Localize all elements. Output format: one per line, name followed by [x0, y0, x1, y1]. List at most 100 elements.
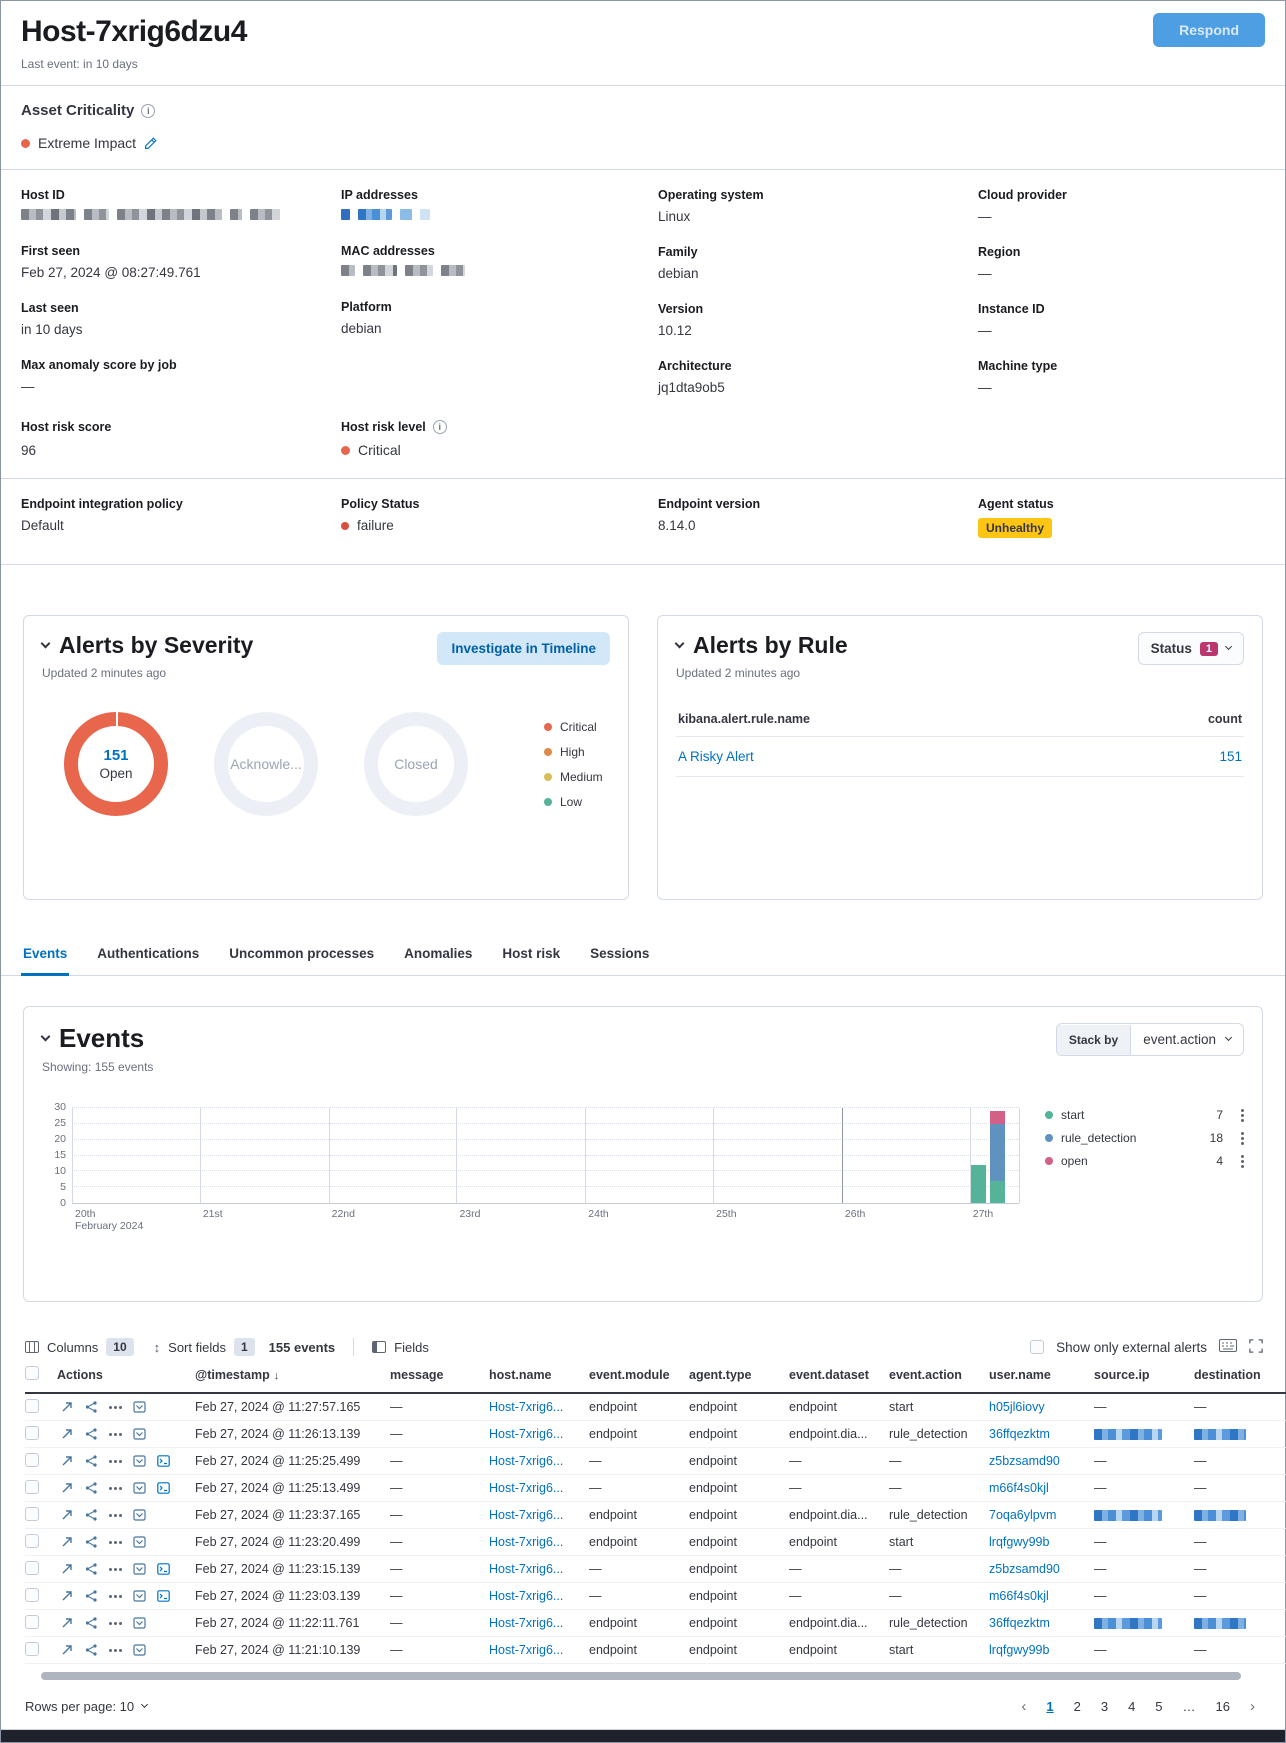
user-name-link[interactable]: 36ffqezktm [989, 1616, 1050, 1630]
closed-alerts-donut[interactable]: Closed [364, 712, 468, 816]
user-name-link[interactable]: m66f4s0kjl [989, 1589, 1049, 1603]
rows-per-page-dropdown[interactable]: Rows per page: 10 [25, 1699, 149, 1714]
analyze-event-icon[interactable] [57, 1425, 77, 1443]
page-16-button[interactable]: 16 [1215, 1699, 1230, 1714]
more-actions-icon[interactable] [105, 1587, 125, 1605]
rule-name-link[interactable]: A Risky Alert [678, 749, 754, 764]
more-actions-icon[interactable] [105, 1479, 125, 1497]
host-name-link[interactable]: Host-7xrig6... [489, 1454, 564, 1468]
more-actions-icon[interactable] [105, 1533, 125, 1551]
user-name-link[interactable]: z5bzsamd90 [989, 1454, 1060, 1468]
add-to-timeline-icon[interactable] [129, 1533, 149, 1551]
host-name-link[interactable]: Host-7xrig6... [489, 1535, 564, 1549]
analyze-event-icon[interactable] [57, 1398, 77, 1416]
row-checkbox[interactable] [25, 1425, 39, 1440]
collapse-chevron-icon[interactable] [40, 638, 51, 649]
analyze-event-icon[interactable] [57, 1587, 77, 1605]
more-actions-icon[interactable] [105, 1425, 125, 1443]
host-name-link[interactable]: Host-7xrig6... [489, 1400, 564, 1414]
open-session-view-icon[interactable] [153, 1452, 173, 1470]
destination-column-header[interactable]: destination [1194, 1367, 1261, 1382]
previous-page-button[interactable]: ‹ [1021, 1698, 1027, 1715]
row-checkbox[interactable] [25, 1614, 39, 1629]
analyze-event-icon[interactable] [57, 1641, 77, 1659]
row-checkbox[interactable] [25, 1560, 39, 1575]
message-column-header[interactable]: message [390, 1367, 444, 1382]
host-name-link[interactable]: Host-7xrig6... [489, 1589, 564, 1603]
analyze-event-icon[interactable] [57, 1506, 77, 1524]
legend-label[interactable]: rule_detection [1061, 1131, 1137, 1145]
fullscreen-icon[interactable] [1249, 1338, 1263, 1356]
legend-menu-icon[interactable] [1241, 1154, 1244, 1158]
legend-label[interactable]: start [1061, 1108, 1085, 1122]
legend-menu-icon[interactable] [1241, 1108, 1244, 1112]
open-session-view-icon[interactable] [153, 1587, 173, 1605]
agent-type-column-header[interactable]: agent.type [689, 1367, 752, 1382]
more-actions-icon[interactable] [105, 1506, 125, 1524]
sort-fields-button[interactable]: Sort fields [168, 1339, 226, 1355]
analyze-graph-icon[interactable] [81, 1641, 101, 1659]
user-name-link[interactable]: lrqfgwy99b [989, 1643, 1050, 1657]
info-icon[interactable] [141, 103, 156, 118]
info-icon[interactable] [432, 420, 447, 434]
tab-uncommon-processes[interactable]: Uncommon processes [229, 946, 375, 961]
row-checkbox[interactable] [25, 1479, 39, 1494]
analyze-graph-icon[interactable] [81, 1452, 101, 1470]
event-module-column-header[interactable]: event.module [589, 1367, 670, 1382]
event-action-column-header[interactable]: event.action [889, 1367, 962, 1382]
more-actions-icon[interactable] [105, 1614, 125, 1632]
analyze-event-icon[interactable] [57, 1614, 77, 1632]
host-name-link[interactable]: Host-7xrig6... [489, 1643, 564, 1657]
acknowledged-alerts-donut[interactable]: Acknowle... [214, 712, 318, 816]
analyze-graph-icon[interactable] [81, 1479, 101, 1497]
add-to-timeline-icon[interactable] [129, 1641, 149, 1659]
analyze-event-icon[interactable] [57, 1479, 77, 1497]
more-actions-icon[interactable] [105, 1560, 125, 1578]
page-4-button[interactable]: 4 [1128, 1699, 1136, 1714]
tab-authentications[interactable]: Authentications [97, 946, 200, 961]
add-to-timeline-icon[interactable] [129, 1614, 149, 1632]
add-to-timeline-icon[interactable] [129, 1452, 149, 1470]
add-to-timeline-icon[interactable] [129, 1560, 149, 1578]
host-name-link[interactable]: Host-7xrig6... [489, 1562, 564, 1576]
horizontal-scrollbar[interactable] [41, 1672, 1241, 1680]
host-name-link[interactable]: Host-7xrig6... [489, 1481, 564, 1495]
row-checkbox[interactable] [25, 1452, 39, 1467]
page-3-button[interactable]: 3 [1100, 1699, 1109, 1714]
analyze-event-icon[interactable] [57, 1452, 77, 1470]
open-session-view-icon[interactable] [153, 1560, 173, 1578]
host-name-link[interactable]: Host-7xrig6... [489, 1427, 564, 1441]
page-1-button[interactable]: 1 [1046, 1699, 1054, 1714]
status-filter-dropdown[interactable]: Status 1 [1137, 632, 1244, 665]
more-actions-icon[interactable] [105, 1641, 125, 1659]
legend-label[interactable]: open [1061, 1154, 1088, 1168]
analyze-graph-icon[interactable] [81, 1506, 101, 1524]
edit-pencil-icon[interactable] [144, 136, 157, 150]
user-name-column-header[interactable]: user.name [989, 1367, 1051, 1382]
columns-button[interactable]: Columns [47, 1339, 99, 1355]
tab-host-risk[interactable]: Host risk [502, 946, 561, 961]
analyze-event-icon[interactable] [57, 1560, 77, 1578]
row-checkbox[interactable] [25, 1533, 39, 1548]
user-name-link[interactable]: lrqfgwy99b [989, 1535, 1050, 1549]
event-dataset-column-header[interactable]: event.dataset [789, 1367, 869, 1382]
investigate-in-timeline-button[interactable]: Investigate in Timeline [437, 632, 610, 665]
row-checkbox[interactable] [25, 1587, 39, 1602]
more-actions-icon[interactable] [105, 1398, 125, 1416]
analyze-event-icon[interactable] [57, 1533, 77, 1551]
analyze-graph-icon[interactable] [81, 1533, 101, 1551]
analyze-graph-icon[interactable] [81, 1398, 101, 1416]
row-checkbox[interactable] [25, 1641, 39, 1656]
legend-menu-icon[interactable] [1241, 1131, 1244, 1135]
open-alerts-donut[interactable]: 151 Open [64, 712, 168, 816]
host-name-column-header[interactable]: host.name [489, 1367, 552, 1382]
external-alerts-checkbox[interactable] [1030, 1340, 1045, 1354]
page-2-button[interactable]: 2 [1073, 1699, 1081, 1714]
tab-sessions[interactable]: Sessions [590, 946, 650, 961]
row-checkbox[interactable] [25, 1398, 39, 1413]
source-ip-column-header[interactable]: source.ip [1094, 1367, 1150, 1382]
add-to-timeline-icon[interactable] [129, 1587, 149, 1605]
row-checkbox[interactable] [25, 1506, 39, 1521]
respond-button[interactable]: Respond [1153, 13, 1265, 47]
host-name-link[interactable]: Host-7xrig6... [489, 1616, 564, 1630]
